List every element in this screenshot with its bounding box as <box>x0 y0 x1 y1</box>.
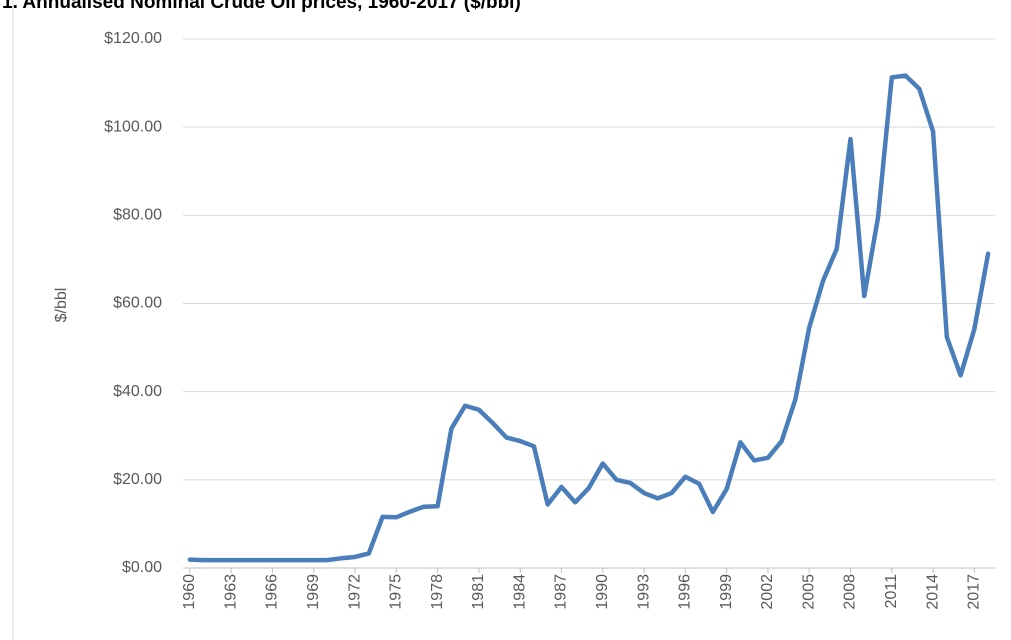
x-tick-label: 1996 <box>677 574 694 610</box>
x-tick-label: 1990 <box>594 574 611 610</box>
x-tick-label: 1966 <box>264 574 281 610</box>
x-tick-label: 1969 <box>305 574 322 610</box>
y-tick-label: $60.00 <box>113 295 162 312</box>
y-axis-label: $/bbl <box>53 288 70 323</box>
y-tick-label: $0.00 <box>122 559 162 576</box>
x-tick-label: 1981 <box>470 574 487 610</box>
x-tick-label: 2017 <box>966 574 983 610</box>
x-tick-label: 1975 <box>388 574 405 610</box>
y-tick-label: $40.00 <box>113 383 162 400</box>
x-tick-label: 2005 <box>800 574 817 610</box>
x-tick-label: 1999 <box>718 574 735 610</box>
x-tick-label: 2014 <box>924 574 941 610</box>
x-tick-label: 2011 <box>883 574 900 609</box>
x-tick-label: 1963 <box>222 574 239 610</box>
y-tick-label: $100.00 <box>104 118 162 135</box>
y-tick-label: $120.00 <box>104 30 162 47</box>
y-tick-label: $20.00 <box>113 471 162 488</box>
x-tick-label: 1972 <box>346 574 363 610</box>
y-tick-label: $80.00 <box>113 207 162 224</box>
chart-title: 1. Annualised Nominal Crude Oil prices, … <box>2 0 521 13</box>
x-tick-label: 1987 <box>553 574 570 610</box>
x-tick-label: 1960 <box>181 574 198 610</box>
chart-border <box>12 0 14 640</box>
x-tick-label: 1984 <box>511 574 528 610</box>
line-series <box>187 73 991 563</box>
x-tick-label: 1993 <box>635 574 652 610</box>
x-tick-label: 1978 <box>429 574 446 610</box>
x-tick-label: 2002 <box>759 574 776 610</box>
x-tick-label: 2008 <box>842 574 859 610</box>
